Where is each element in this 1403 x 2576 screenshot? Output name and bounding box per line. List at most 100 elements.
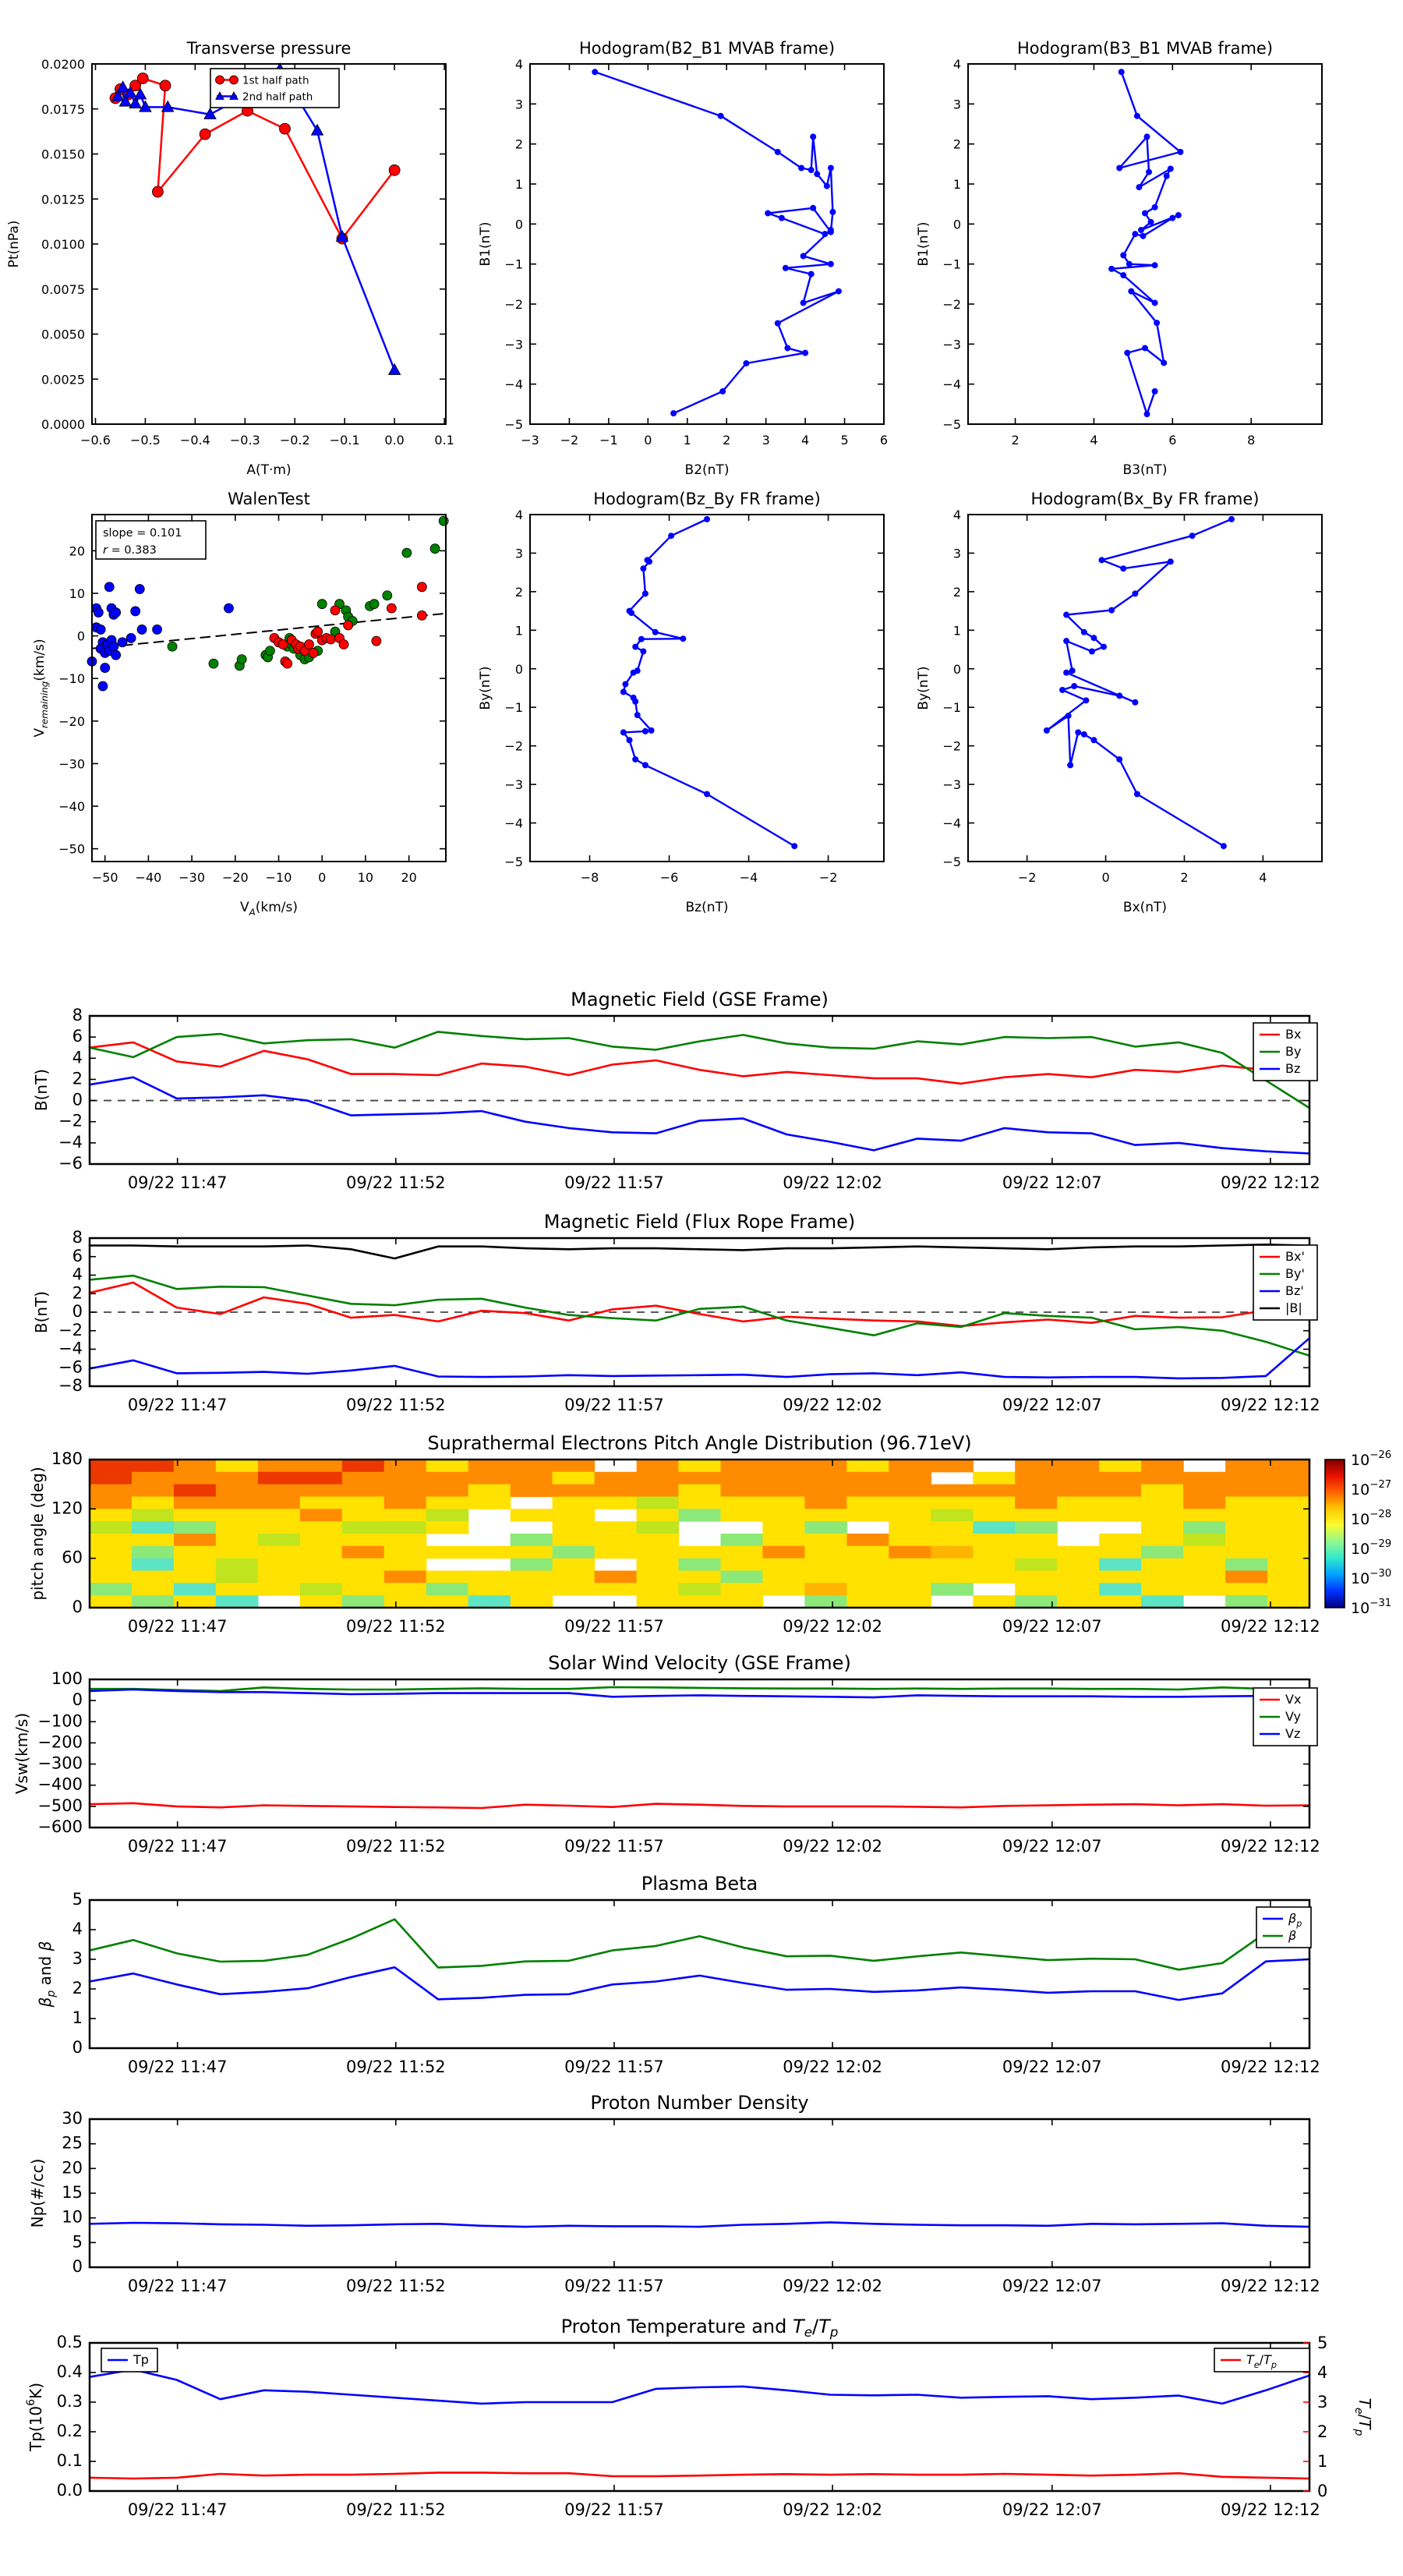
svg-text:0.0150: 0.0150: [41, 147, 85, 162]
svg-text:−400: −400: [37, 1775, 83, 1794]
svg-text:−0.4: −0.4: [180, 433, 210, 448]
svg-text:−1: −1: [942, 700, 961, 715]
svg-text:20: 20: [62, 2158, 83, 2177]
svg-text:0.0000: 0.0000: [41, 417, 85, 432]
svg-text:0.1: 0.1: [434, 433, 454, 448]
svg-text:Bz': Bz': [1285, 1283, 1304, 1298]
svg-text:09/22 12:07: 09/22 12:07: [1002, 2058, 1102, 2076]
svg-text:120: 120: [51, 1499, 83, 1517]
svg-text:09/22 12:12: 09/22 12:12: [1221, 2058, 1320, 2076]
panel-proton-density: 09/22 11:47 09/22 11:52 09/22 11:57 09/22 1…: [28, 2092, 1320, 2295]
proton-density-title: Proton Number Density: [590, 2092, 808, 2114]
plasma-beta-ylabel: βp and β: [36, 1941, 58, 2008]
proton-temperature-right-ylabel: Te/Tp: [1352, 2398, 1374, 2436]
svg-text:−2: −2: [942, 739, 961, 754]
svg-text:0.0125: 0.0125: [41, 192, 85, 207]
svg-text:09/22 12:12: 09/22 12:12: [1221, 1396, 1320, 1414]
svg-text:1: 1: [953, 177, 961, 192]
svg-text:3: 3: [72, 1949, 83, 1968]
svg-text:2: 2: [72, 1283, 83, 1302]
svg-text:4: 4: [801, 433, 809, 448]
panel-plasma-beta: 09/22 11:47 09/22 11:52 09/22 11:57 09/22 1…: [36, 1873, 1320, 2076]
svg-text:20: 20: [401, 870, 416, 885]
svg-text:10−28: 10−28: [1351, 1509, 1391, 1528]
electron-pad-ylabel: pitch angle (deg): [28, 1467, 47, 1600]
svg-text:−30: −30: [58, 756, 85, 771]
proton-temperature-title: Proton Temperature and Te/Tp: [561, 2316, 839, 2340]
svg-text:2: 2: [72, 1979, 83, 1997]
svg-text:09/22 11:52: 09/22 11:52: [346, 2277, 446, 2295]
svg-text:−1: −1: [599, 433, 618, 448]
svg-text:−8: −8: [581, 870, 599, 885]
svg-text:0: 0: [72, 1091, 83, 1109]
svg-text:8: 8: [72, 1006, 83, 1024]
panel-hodogram-bx-by: −2 0 2 4 −5 −4 −3 −2 −1 0 1 2 3 4 Hodogram(Bx_By FR fr…: [916, 490, 1323, 915]
svg-text:09/22 11:52: 09/22 11:52: [346, 1617, 446, 1636]
svg-text:0: 0: [77, 629, 85, 644]
svg-text:−4: −4: [504, 377, 523, 392]
svg-text:−3: −3: [504, 777, 523, 792]
svg-text:−100: −100: [37, 1711, 83, 1730]
svg-text:09/22 12:02: 09/22 12:02: [783, 1837, 882, 1856]
svg-text:25: 25: [62, 2134, 83, 2153]
svg-text:3: 3: [953, 97, 961, 111]
svg-text:09/22 12:02: 09/22 12:02: [783, 2500, 882, 2519]
svg-text:4: 4: [72, 1920, 83, 1938]
svg-text:−0.6: −0.6: [80, 433, 111, 448]
walen-test-title: WalenTest: [228, 490, 310, 508]
panel-mag-field-gse: 09/22 11:47 09/22 11:52 09/22 11:57 09/22 1…: [32, 989, 1320, 1192]
svg-text:−10: −10: [58, 671, 85, 686]
svg-text:slope = 0.101: slope = 0.101: [103, 527, 182, 540]
svg-text:−2: −2: [819, 870, 838, 885]
svg-text:09/22 11:52: 09/22 11:52: [346, 1837, 446, 1856]
svg-text:−6: −6: [58, 1154, 83, 1173]
svg-text:−0.3: −0.3: [230, 433, 260, 448]
svg-text:10: 10: [358, 870, 373, 885]
svg-text:09/22 11:52: 09/22 11:52: [346, 1173, 446, 1192]
svg-text:−5: −5: [504, 855, 523, 869]
svg-text:0: 0: [1101, 870, 1109, 885]
svg-text:180: 180: [51, 1449, 83, 1468]
svg-text:09/22 12:02: 09/22 12:02: [783, 1617, 882, 1636]
svg-text:−2: −2: [1018, 870, 1037, 885]
svg-text:−2: −2: [942, 297, 961, 312]
hodogram-b2-b1-ylabel: B1(nT): [478, 222, 493, 267]
proton-temperature-ylabel: Tp(106K): [25, 2383, 45, 2452]
svg-text:−40: −40: [136, 870, 162, 885]
svg-text:0.1: 0.1: [57, 2451, 83, 2470]
svg-text:09/22 11:52: 09/22 11:52: [346, 2058, 446, 2076]
svg-text:0: 0: [515, 217, 523, 232]
svg-text:0.0175: 0.0175: [41, 102, 85, 117]
svg-text:09/22 12:07: 09/22 12:07: [1002, 2277, 1102, 2295]
hodogram-b3-b1-title: Hodogram(B3_B1 MVAB frame): [1017, 39, 1273, 58]
svg-text:10−31: 10−31: [1351, 1598, 1391, 1617]
svg-text:Vx: Vx: [1285, 1692, 1301, 1707]
svg-text:10: 10: [69, 586, 85, 601]
svg-text:4: 4: [515, 57, 523, 72]
svg-text:−6: −6: [58, 1357, 83, 1376]
svg-text:−3: −3: [942, 777, 961, 792]
svg-text:−4: −4: [740, 870, 758, 885]
svg-text:4: 4: [953, 57, 961, 72]
svg-text:−0.2: −0.2: [280, 433, 310, 448]
svg-text:5: 5: [840, 433, 848, 448]
svg-text:−0.5: −0.5: [130, 433, 161, 448]
svg-text:09/22 11:47: 09/22 11:47: [128, 2277, 228, 2295]
mag-field-gse-ylabel: B(nT): [32, 1069, 51, 1111]
svg-text:0: 0: [72, 1598, 83, 1616]
svg-text:−4: −4: [58, 1133, 83, 1152]
svg-text:4: 4: [1090, 433, 1097, 448]
mag-field-fr-legend: Bx' By' Bz' |B|: [1253, 1244, 1318, 1321]
mag-field-gse-title: Magnetic Field (GSE Frame): [571, 989, 829, 1010]
mag-field-gse-legend: Bx By Bz: [1253, 1022, 1318, 1081]
svg-text:−5: −5: [942, 417, 961, 432]
proton-density-ylabel: Np(#/cc): [28, 2159, 47, 2228]
svg-text:−1: −1: [504, 700, 523, 715]
svg-text:09/22 11:57: 09/22 11:57: [564, 1617, 664, 1636]
svg-text:09/22 12:07: 09/22 12:07: [1002, 1173, 1102, 1192]
svg-text:Tp: Tp: [133, 2352, 149, 2367]
svg-text:10: 10: [62, 2208, 83, 2227]
panel-transverse-pressure: −0.6 −0.5 −0.4 −0.3 −0.2 −0.1 0.0 0.1 0.0000 0.00…: [6, 39, 454, 478]
svg-text:0.0: 0.0: [57, 2481, 83, 2500]
